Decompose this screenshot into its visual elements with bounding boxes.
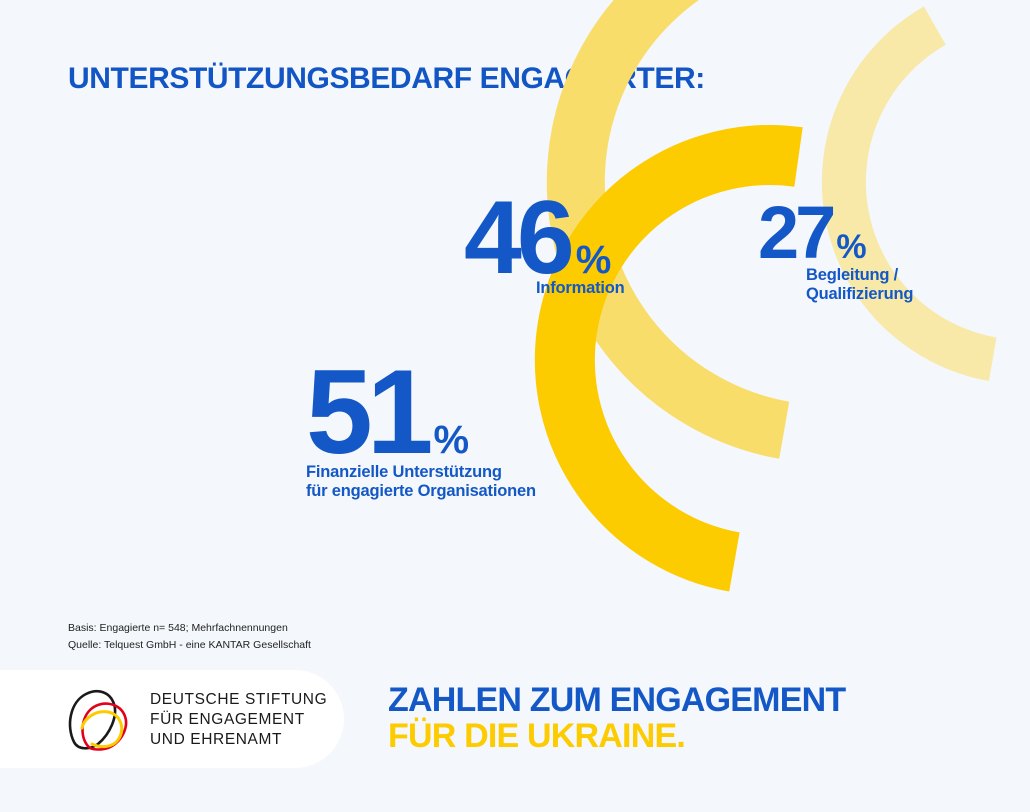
foundation-name: DEUTSCHE STIFTUNG FÜR ENGAGEMENT UND EHR… bbox=[150, 690, 327, 750]
foundation-logo-icon bbox=[68, 690, 128, 751]
stat-percent-sign: % bbox=[836, 228, 867, 266]
stat-label: Begleitung / Qualifizierung bbox=[806, 266, 913, 304]
stat-label-line: Information bbox=[536, 279, 625, 297]
bottom-title: ZAHLEN ZUM ENGAGEMENT FÜR DIE UKRAINE. bbox=[388, 681, 846, 755]
foundation-name-line: UND EHRENAMT bbox=[150, 731, 283, 748]
stat-label-line: für engagierte Organisationen bbox=[306, 482, 536, 500]
bottom-title-line2: FÜR DIE UKRAINE. bbox=[388, 717, 686, 755]
arc-band-1 bbox=[546, 0, 790, 459]
stat-label-line: Begleitung / bbox=[806, 266, 899, 284]
stat-information: 46% Information bbox=[464, 180, 625, 297]
foundation-name-line: DEUTSCHE STIFTUNG bbox=[150, 691, 328, 708]
stat-label-line: Qualifizierung bbox=[806, 285, 914, 303]
stat-begleitung: 27% Begleitung / Qualifizierung bbox=[758, 191, 913, 304]
stat-label: Finanzielle Unterstützung für engagierte… bbox=[306, 463, 536, 501]
stat-percent-sign: % bbox=[433, 418, 470, 462]
footnote: Basis: Engagierte n= 548; Mehrfachnennun… bbox=[68, 620, 311, 654]
bottom-title-line1: ZAHLEN ZUM ENGAGEMENT bbox=[388, 681, 846, 719]
stat-value: 46 bbox=[464, 180, 575, 296]
stat-value: 51 bbox=[306, 345, 434, 479]
footnote-basis: Basis: Engagierte n= 548; Mehrfachnennun… bbox=[68, 622, 288, 634]
foundation-name-line: FÜR ENGAGEMENT bbox=[150, 711, 305, 728]
footnote-source: Quelle: Telquest GmbH - eine KANTAR Gese… bbox=[68, 639, 311, 651]
arc-band-2 bbox=[821, 6, 997, 381]
stat-label-line: Finanzielle Unterstützung bbox=[306, 463, 502, 481]
stat-label: Information bbox=[536, 279, 625, 298]
stat-finanzielle: 51% Finanzielle Unterstützung für engagi… bbox=[306, 345, 536, 500]
arc-band-0 bbox=[534, 125, 803, 592]
stat-percent-sign: % bbox=[575, 238, 612, 282]
logo-card: DEUTSCHE STIFTUNG FÜR ENGAGEMENT UND EHR… bbox=[0, 670, 344, 768]
stat-value: 27 bbox=[758, 191, 836, 274]
